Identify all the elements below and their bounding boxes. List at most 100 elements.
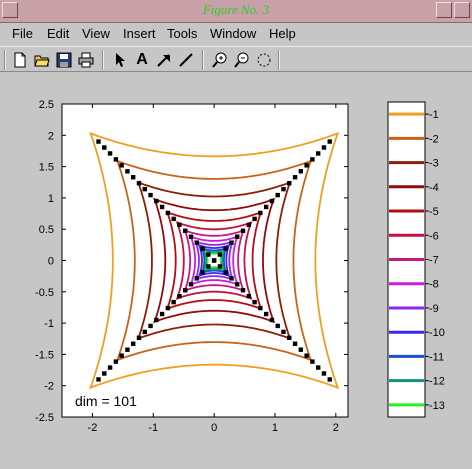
arrow-tool-icon <box>157 54 170 67</box>
insert-arrow-button[interactable] <box>154 50 174 70</box>
diagonal-marker <box>154 317 159 323</box>
contour-level-13 <box>204 250 225 271</box>
y-tick-label: 0.5 <box>39 224 54 236</box>
save-button[interactable] <box>54 50 74 70</box>
diagonal-marker <box>113 157 119 162</box>
diagonal-marker <box>246 293 252 299</box>
text-a-icon: A <box>136 51 148 68</box>
menu-view[interactable]: View <box>82 26 110 41</box>
diagonal-marker <box>321 145 327 150</box>
diagonal-marker <box>269 198 275 204</box>
y-tick-label: 2 <box>48 130 54 142</box>
colorbar-label: -11 <box>429 351 444 363</box>
colorbar-label: -6 <box>429 230 439 242</box>
figure-canvas: 2.5 2 1.5 1 0.5 0 -0.5 -1 -1.5 -2 -2.5 -2 -1 0 1 2 dim… <box>0 72 472 464</box>
diagonal-marker <box>130 341 136 346</box>
insert-line-button[interactable] <box>176 50 196 70</box>
toolbar-separator <box>278 50 280 70</box>
diagonal-marker <box>165 305 171 311</box>
diagonal-marker <box>269 317 275 323</box>
diagonal-marker <box>125 347 130 352</box>
diagonal-marker <box>194 276 199 281</box>
toolbar-separator <box>4 50 6 70</box>
x-tick-label: 1 <box>272 422 278 434</box>
zoom-out-button[interactable] <box>232 50 252 70</box>
colorbar-label: -4 <box>429 182 439 194</box>
menu-tools[interactable]: Tools <box>167 26 198 41</box>
diagonal-marker <box>206 264 211 269</box>
diagonal-marker <box>171 216 176 222</box>
x-axis: -2 -1 0 1 2 <box>88 104 339 434</box>
diagonal-marker <box>119 353 124 358</box>
diagonal-marker <box>327 377 332 382</box>
diagonal-marker <box>159 204 165 210</box>
diagonal-marker <box>107 151 113 156</box>
menu-window[interactable]: Window <box>210 26 257 41</box>
menu-insert[interactable]: Insert <box>123 26 156 41</box>
insert-text-button[interactable]: A <box>132 50 152 70</box>
contour-plot[interactable]: 2.521.510.50-0.5-1-1.5-2-2.5 -2 -1 0 1 2 dim… <box>0 72 472 464</box>
y-tick-label: -2 <box>44 381 54 393</box>
diagonal-marker <box>142 329 147 335</box>
print-button[interactable] <box>76 50 96 70</box>
toolbar-separator <box>202 50 204 70</box>
diagonal-marker <box>211 258 217 263</box>
diagonal-marker <box>292 175 298 180</box>
diagonal-marker <box>217 252 223 257</box>
zoom-in-button[interactable] <box>210 50 230 70</box>
diagonal-marker <box>229 276 234 281</box>
diagonal-marker <box>200 246 205 251</box>
y-tick-label: 0 <box>48 256 54 268</box>
diagonal-markers <box>96 139 332 382</box>
diagonal-marker <box>177 293 182 299</box>
diagonal-marker <box>194 240 199 245</box>
diagonal-marker <box>258 305 263 311</box>
diagonal-marker <box>200 270 205 275</box>
maximize-button[interactable] <box>454 2 470 18</box>
contour-level-10 <box>197 243 231 278</box>
toolbar: A <box>0 46 472 72</box>
diagonal-marker <box>240 288 246 293</box>
y-tick-label: 2.5 <box>39 99 54 111</box>
rotate-3d-button[interactable] <box>254 50 274 70</box>
diagonal-marker <box>188 234 194 239</box>
open-folder-icon <box>34 55 50 67</box>
diagonal-marker <box>287 335 292 341</box>
diagonal-marker <box>287 180 292 186</box>
diagonal-marker <box>96 139 101 144</box>
minimize-button[interactable] <box>436 2 452 18</box>
pointer-arrow-icon <box>116 53 125 67</box>
menu-file[interactable]: File <box>12 26 33 41</box>
title-bar[interactable]: Figure No. 3 <box>0 0 472 23</box>
menu-help[interactable]: Help <box>269 26 296 41</box>
open-file-button[interactable] <box>32 50 52 70</box>
new-file-icon <box>14 52 26 68</box>
diagonal-marker <box>246 222 252 228</box>
diagonal-marker <box>177 222 182 228</box>
colorbar-label: -12 <box>429 376 445 388</box>
menu-edit[interactable]: Edit <box>47 26 70 41</box>
diagonal-marker <box>252 299 257 305</box>
diagonal-marker <box>142 186 147 192</box>
colorbar-levels: -1 -2 -3 -4 -5 -6 -7 -8 -9 -10 -11 -12 -13 <box>389 109 445 412</box>
diagonal-marker <box>292 341 298 346</box>
diagonal-marker <box>130 175 136 180</box>
diagonal-marker <box>125 169 130 174</box>
diagonal-marker <box>240 228 246 233</box>
diagonal-marker <box>263 204 269 210</box>
window-menu-button[interactable] <box>2 2 18 18</box>
select-arrow-button[interactable] <box>110 50 130 70</box>
diagonal-marker <box>136 180 142 186</box>
colorbar-label: -2 <box>429 133 439 145</box>
zoom-in-icon <box>212 52 227 68</box>
diagonal-marker <box>315 365 321 370</box>
x-tick-label: 0 <box>211 422 217 434</box>
diagonal-marker <box>258 210 263 216</box>
diagonal-marker <box>148 192 153 198</box>
x-tick-label: -1 <box>148 422 158 434</box>
new-figure-button[interactable] <box>10 50 30 70</box>
diagonal-marker <box>183 288 188 293</box>
diagonal-marker <box>223 246 228 251</box>
diagonal-marker <box>275 323 280 329</box>
diagonal-marker <box>263 311 269 317</box>
